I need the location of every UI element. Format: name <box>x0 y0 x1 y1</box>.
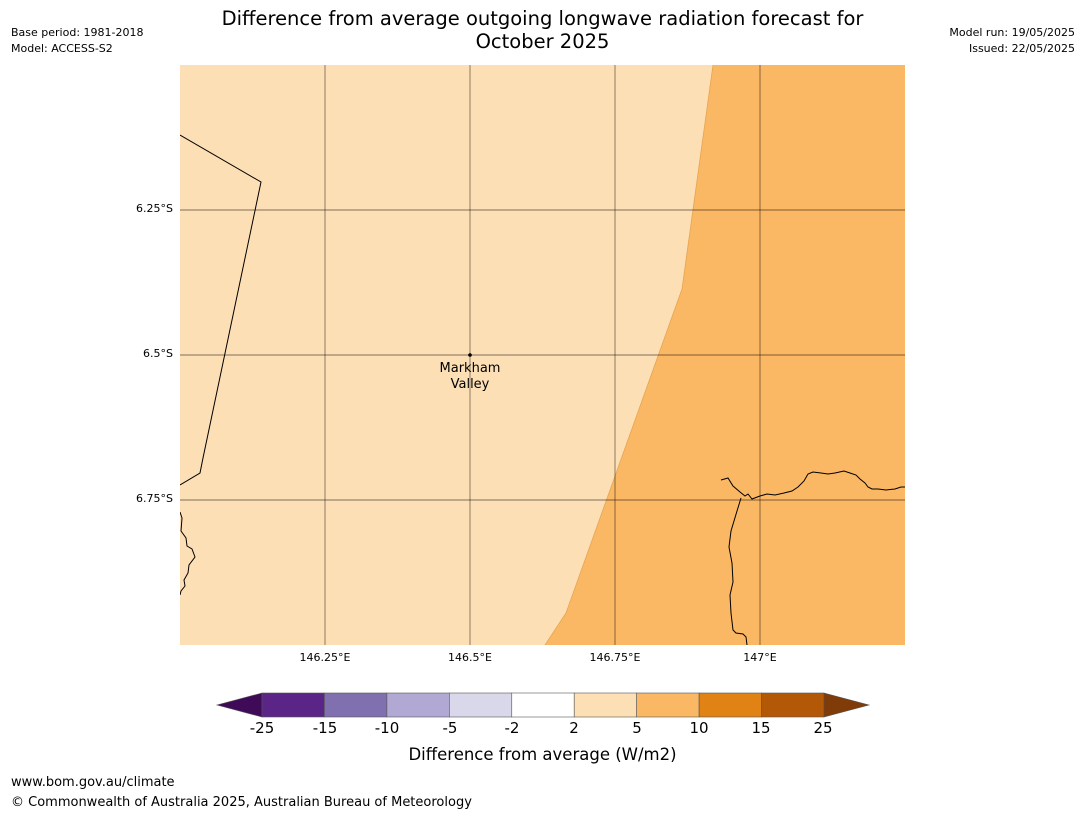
title-line-2: October 2025 <box>475 30 610 53</box>
meta-left: Base period: 1981-2018 Model: ACCESS-S2 <box>11 25 143 57</box>
lon-label-146-5: 146.5°E <box>448 651 492 664</box>
border-line <box>180 134 262 486</box>
colorbar-extend-high <box>823 692 871 718</box>
map-band-boundary <box>544 65 714 645</box>
lon-label-146-25: 146.25°E <box>299 651 351 664</box>
colorbar-tick: 25 <box>813 719 833 737</box>
colorbar-tick: 5 <box>632 719 642 737</box>
lat-label-6-5: 6.5°S <box>143 347 173 360</box>
colorbar-segment <box>573 692 637 718</box>
footer-url[interactable]: www.bom.gov.au/climate <box>11 775 175 790</box>
lat-label-6-25: 6.25°S <box>136 202 173 215</box>
colorbar-tick: 15 <box>751 719 771 737</box>
base-period: Base period: 1981-2018 <box>11 26 144 39</box>
colorbar-segment <box>324 692 388 718</box>
colorbar-segment <box>449 692 513 718</box>
colorbar-tick: 10 <box>689 719 709 737</box>
colorbar-extend-low <box>215 692 263 718</box>
lat-label-6-75: 6.75°S <box>136 492 173 505</box>
model-name: Model: ACCESS-S2 <box>11 42 113 55</box>
colorbar-label: Difference from average (W/m2) <box>408 745 677 764</box>
colorbar-tick: -2 <box>504 719 520 737</box>
issued-date: Issued: 22/05/2025 <box>968 42 1075 55</box>
forecast-map: Markham Valley <box>180 65 905 645</box>
colorbar-segment <box>636 692 700 718</box>
colorbar-segment <box>698 692 762 718</box>
colorbar-segment <box>261 692 325 718</box>
coastline-east <box>720 470 905 500</box>
colorbar-tick: -10 <box>374 719 400 737</box>
chart-title: Difference from average outgoing longwav… <box>0 7 1085 53</box>
colorbar-tick: -5 <box>442 719 458 737</box>
colorbar-segment <box>761 692 825 718</box>
colorbar <box>215 692 871 718</box>
title-line-1: Difference from average outgoing longwav… <box>221 7 864 30</box>
river-line <box>728 497 748 645</box>
location-marker <box>468 353 472 357</box>
colorbar-segment <box>511 692 575 718</box>
lon-label-146-75: 146.75°E <box>589 651 641 664</box>
lon-label-147: 147°E <box>743 651 777 664</box>
colorbar-tick: -15 <box>312 719 338 737</box>
colorbar-tick: -25 <box>249 719 275 737</box>
footer-copyright: © Commonwealth of Australia 2025, Austra… <box>11 795 472 810</box>
place-label-line1: Markham <box>440 361 501 376</box>
colorbar-segment <box>386 692 450 718</box>
model-run: Model run: 19/05/2025 <box>949 26 1075 39</box>
colorbar-tick: 2 <box>569 719 579 737</box>
coastline-west <box>180 511 196 596</box>
meta-right: Model run: 19/05/2025 Issued: 22/05/2025 <box>949 25 1075 57</box>
place-label-line2: Valley <box>451 377 490 392</box>
gridlines <box>180 65 905 645</box>
